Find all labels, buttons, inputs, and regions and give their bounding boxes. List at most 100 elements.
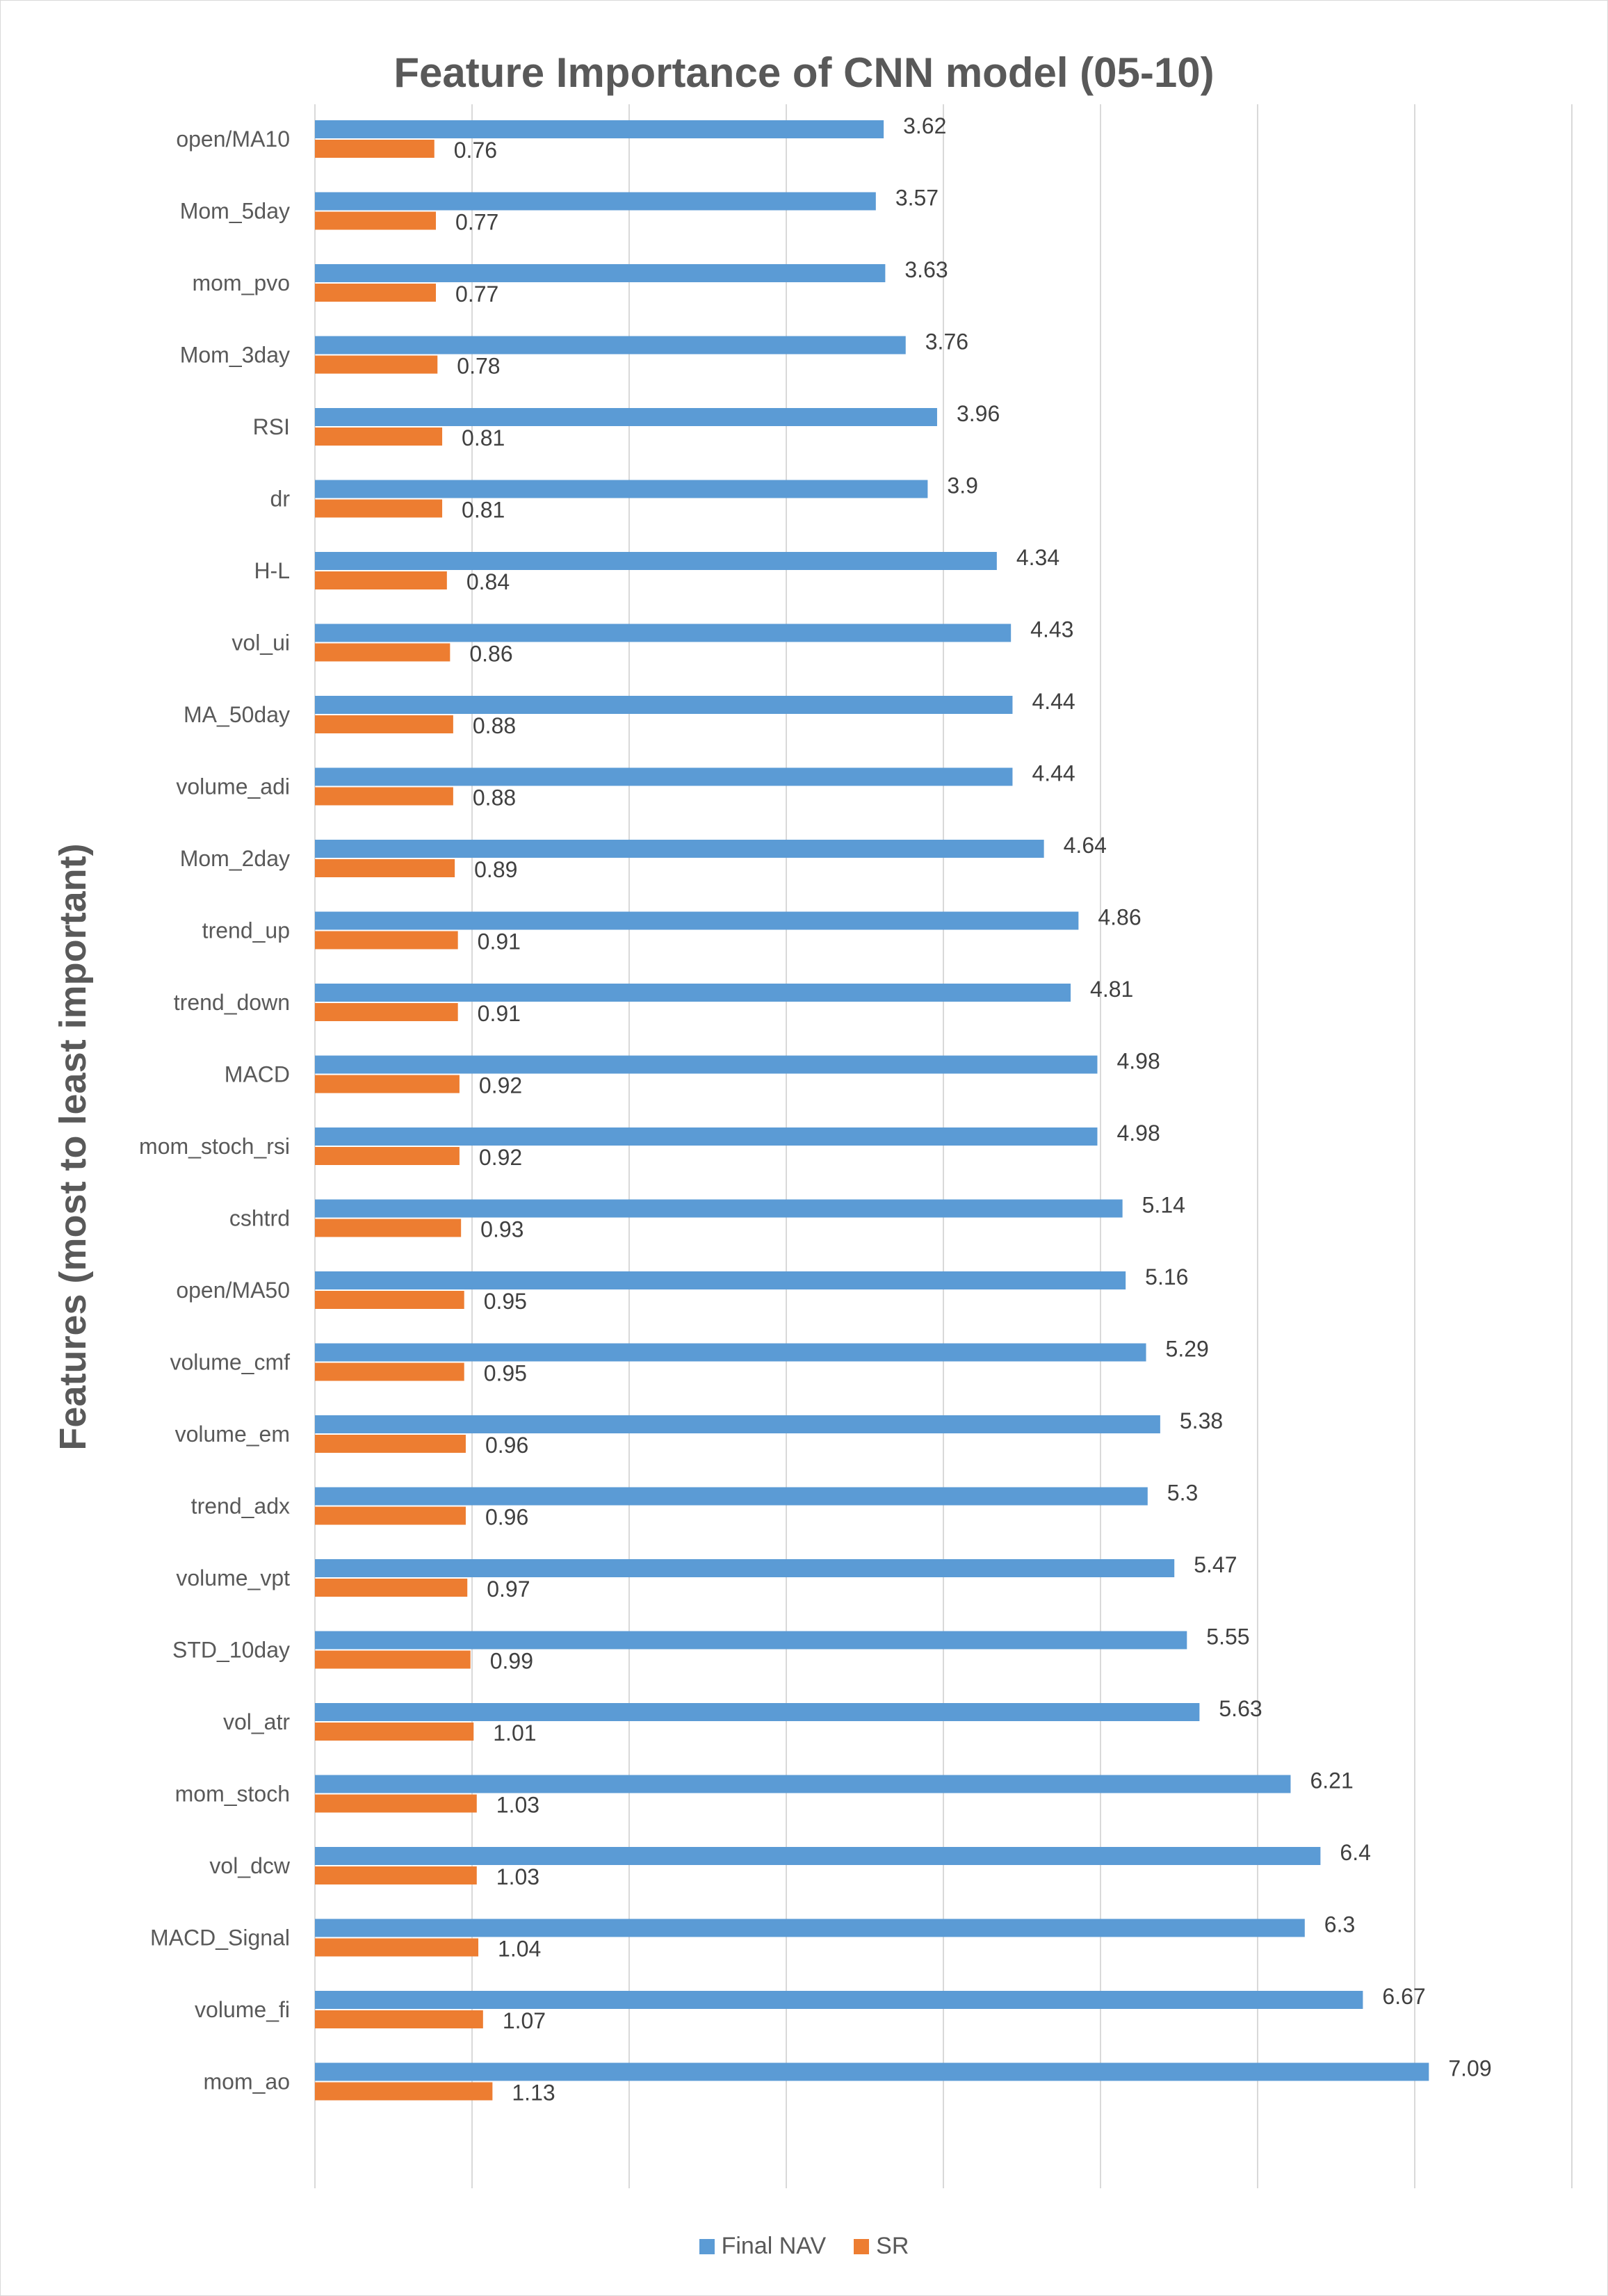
- data-label-final-nav: 5.55: [1206, 1625, 1249, 1650]
- bar-final-nav: [315, 1991, 1363, 2009]
- category-label: cshtrd: [229, 1206, 290, 1231]
- bar-final-nav: [315, 2062, 1429, 2081]
- bar-sr: [315, 787, 453, 806]
- data-label-final-nav: 4.44: [1032, 761, 1075, 786]
- data-label-final-nav: 3.63: [904, 257, 948, 282]
- bar-sr: [315, 643, 450, 662]
- data-label-sr: 0.99: [490, 1649, 533, 1674]
- data-label-final-nav: 4.44: [1032, 689, 1075, 714]
- bar-sr: [315, 1003, 458, 1021]
- data-label-final-nav: 5.63: [1219, 1696, 1262, 1721]
- category-label: H-L: [254, 558, 290, 583]
- data-label-sr: 0.96: [485, 1433, 528, 1458]
- data-label-final-nav: 4.81: [1090, 977, 1133, 1002]
- data-label-sr: 0.81: [462, 425, 505, 450]
- category-label: volume_fi: [195, 1997, 290, 2022]
- category-label: mom_pvo: [193, 270, 291, 295]
- bar-final-nav: [315, 408, 937, 426]
- legend-label-sr: SR: [876, 2233, 909, 2259]
- data-label-sr: 0.92: [479, 1073, 522, 1098]
- chart-title: Feature Importance of CNN model (05-10): [393, 49, 1215, 96]
- legend-swatch-final-nav: [699, 2238, 715, 2254]
- data-label-final-nav: 6.4: [1340, 1840, 1370, 1865]
- category-label: volume_adi: [176, 774, 290, 799]
- data-label-sr: 0.84: [466, 569, 510, 594]
- bar-final-nav: [315, 1343, 1146, 1362]
- category-label: Mom_5day: [180, 199, 290, 224]
- data-label-final-nav: 4.86: [1098, 905, 1141, 930]
- data-label-sr: 1.13: [512, 2081, 555, 2106]
- legend-swatch-sr: [854, 2238, 870, 2254]
- data-label-final-nav: 5.14: [1142, 1193, 1185, 1218]
- bar-final-nav: [315, 624, 1012, 642]
- bar-sr: [315, 1362, 464, 1381]
- bar-sr: [315, 1147, 460, 1165]
- data-label-final-nav: 5.3: [1167, 1481, 1198, 1506]
- data-label-sr: 1.07: [503, 2008, 546, 2033]
- data-label-sr: 0.93: [480, 1217, 523, 1242]
- data-label-sr: 0.88: [473, 713, 516, 738]
- category-label: open/MA50: [176, 1278, 290, 1303]
- data-label-sr: 0.81: [462, 498, 505, 523]
- data-label-final-nav: 7.09: [1448, 2056, 1491, 2081]
- bar-sr: [315, 355, 438, 374]
- bar-final-nav: [315, 1199, 1123, 1218]
- data-label-sr: 0.97: [487, 1577, 530, 1602]
- data-label-final-nav: 4.98: [1116, 1049, 1160, 1074]
- category-label: MACD: [225, 1062, 290, 1087]
- bar-sr: [315, 571, 447, 589]
- bar-final-nav: [315, 984, 1071, 1002]
- bar-final-nav: [315, 1487, 1148, 1506]
- category-label: Mom_3day: [180, 343, 290, 368]
- bar-final-nav: [315, 1703, 1200, 1721]
- data-label-sr: 1.04: [498, 1937, 541, 1962]
- category-label: dr: [270, 487, 291, 512]
- legend-item-sr: SR: [854, 2233, 909, 2260]
- bar-sr: [315, 140, 435, 158]
- data-label-final-nav: 3.76: [925, 329, 968, 355]
- category-label: MA_50day: [184, 702, 290, 727]
- bar-final-nav: [315, 1559, 1175, 1577]
- bar-final-nav: [315, 192, 876, 211]
- bar-sr: [315, 859, 455, 877]
- data-label-sr: 0.91: [478, 929, 521, 954]
- data-label-sr: 1.03: [496, 1793, 539, 1818]
- data-label-final-nav: 4.98: [1116, 1121, 1160, 1146]
- data-label-final-nav: 5.29: [1166, 1337, 1209, 1362]
- category-label: trend_up: [202, 918, 290, 943]
- data-label-sr: 0.91: [478, 1001, 521, 1026]
- legend-item-final-nav: Final NAV: [699, 2233, 826, 2260]
- category-label: mom_stoch_rsi: [139, 1134, 290, 1159]
- data-label-sr: 0.77: [455, 210, 498, 235]
- bar-final-nav: [315, 1631, 1187, 1650]
- data-label-sr: 0.76: [454, 138, 497, 163]
- bar-sr: [315, 1291, 464, 1309]
- category-label: STD_10day: [172, 1638, 290, 1663]
- category-label: trend_adx: [191, 1494, 290, 1519]
- data-label-sr: 0.92: [479, 1145, 522, 1170]
- bar-final-nav: [315, 480, 928, 498]
- category-label: open/MA10: [176, 127, 290, 152]
- category-label: volume_cmf: [170, 1350, 291, 1375]
- category-label: mom_stoch: [175, 1782, 290, 1807]
- data-label-final-nav: 3.96: [957, 401, 1000, 426]
- bar-sr: [315, 1579, 468, 1597]
- bar-final-nav: [315, 1919, 1305, 1937]
- data-label-sr: 0.77: [455, 282, 498, 307]
- data-label-sr: 0.88: [473, 785, 516, 811]
- bar-sr: [315, 931, 458, 950]
- bar-final-nav: [315, 336, 906, 355]
- bar-sr: [315, 1075, 460, 1093]
- category-label: Mom_2day: [180, 846, 290, 871]
- bar-sr: [315, 1219, 462, 1237]
- data-label-final-nav: 3.62: [903, 113, 946, 138]
- bar-final-nav: [315, 1271, 1126, 1289]
- data-label-final-nav: 3.9: [947, 473, 977, 498]
- category-label: volume_em: [175, 1422, 290, 1447]
- data-label-final-nav: 6.3: [1324, 1912, 1355, 1937]
- category-label: volume_vpt: [176, 1565, 290, 1590]
- category-label: MACD_Signal: [150, 1925, 290, 1951]
- data-label-final-nav: 5.47: [1194, 1552, 1237, 1577]
